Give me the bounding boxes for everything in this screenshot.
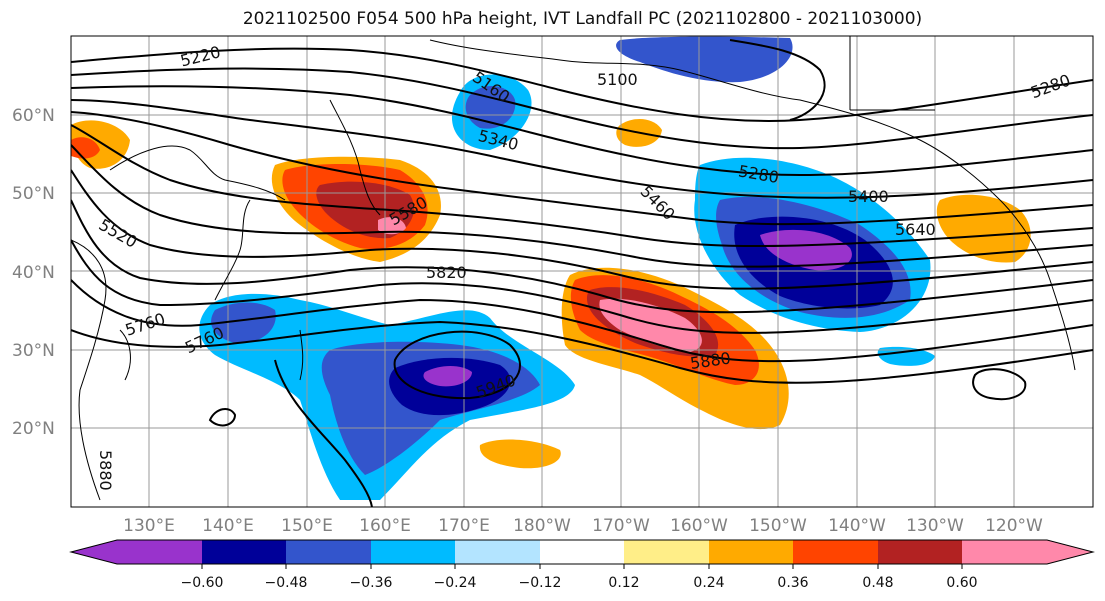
colorbar-tick-label: −0.36 xyxy=(350,575,393,591)
colorbar-labels: −0.60 −0.48 −0.36 −0.24 −0.12 0.12 0.24 … xyxy=(181,575,978,591)
colorbar-tick-label: 0.48 xyxy=(862,575,893,591)
lon-label: 120°W xyxy=(985,516,1043,536)
map-plot-area xyxy=(71,36,1093,507)
lon-label: 140°W xyxy=(828,516,886,536)
colorbar-bin xyxy=(286,540,371,564)
colorbar-tick-label: 0.24 xyxy=(693,575,724,591)
lon-label: 150°E xyxy=(281,516,333,536)
lon-label: 140°E xyxy=(202,516,254,536)
lon-label: 130°E xyxy=(123,516,175,536)
colorbar-bin xyxy=(371,540,455,564)
colorbar-bin xyxy=(455,540,540,564)
lon-label: 170°W xyxy=(592,516,650,536)
contour-label: 5820 xyxy=(426,263,467,282)
colorbar-tick-label: −0.12 xyxy=(519,575,562,591)
lon-label: 160°E xyxy=(359,516,411,536)
latitude-labels: 60°N 50°N 40°N 30°N 20°N xyxy=(12,106,55,439)
lat-label: 20°N xyxy=(12,419,55,439)
map-border xyxy=(70,35,1094,508)
lat-label: 50°N xyxy=(12,184,55,204)
lat-label: 40°N xyxy=(12,263,55,283)
map-title: 2021102500 F054 500 hPa height, IVT Land… xyxy=(242,9,923,29)
contour-label: 5100 xyxy=(597,70,638,89)
colorbar-tick-label: −0.60 xyxy=(181,575,224,591)
ivt-negative-subtropical-west xyxy=(199,293,575,500)
colorbar-bin xyxy=(709,540,793,564)
colorbar-bin xyxy=(962,540,1047,564)
contour-label: 5400 xyxy=(848,187,889,206)
colorbar-bin xyxy=(624,540,709,564)
colorbar-tick-label: 0.36 xyxy=(777,575,808,591)
ivt-negative-alaska-north xyxy=(616,36,793,83)
colorbar-bin xyxy=(878,540,962,564)
colorbar-tick-label: −0.48 xyxy=(265,575,308,591)
colorbar-extend-max xyxy=(1047,540,1093,564)
colorbar-bin xyxy=(117,540,202,564)
colorbar-tick-label: 0.60 xyxy=(946,575,977,591)
lat-label: 60°N xyxy=(12,106,55,126)
colorbar xyxy=(69,539,1095,569)
graticule xyxy=(71,36,1093,507)
colorbar-bin xyxy=(793,540,878,564)
colorbar-outline xyxy=(69,539,1095,565)
contour-label: 5880 xyxy=(96,450,115,491)
longitude-labels: 130°E 140°E 150°E 160°E 170°E 180°W 170°… xyxy=(123,516,1043,536)
contour-label: 5640 xyxy=(895,220,936,239)
height-contours xyxy=(71,39,1093,507)
lon-label: 170°E xyxy=(438,516,490,536)
lat-label: 30°N xyxy=(12,341,55,361)
colorbar-tick-label: 0.12 xyxy=(608,575,639,591)
lon-label: 150°W xyxy=(749,516,807,536)
colorbar-extend-min xyxy=(71,540,117,564)
lon-label: 130°W xyxy=(906,516,964,536)
colorbar-tick-label: −0.24 xyxy=(434,575,477,591)
lon-label: 160°W xyxy=(670,516,728,536)
ivt-positive-kamchatka xyxy=(271,156,441,262)
lon-label: 180°W xyxy=(513,516,571,536)
colorbar-bin xyxy=(202,540,286,564)
colorbar-bin xyxy=(540,540,624,564)
